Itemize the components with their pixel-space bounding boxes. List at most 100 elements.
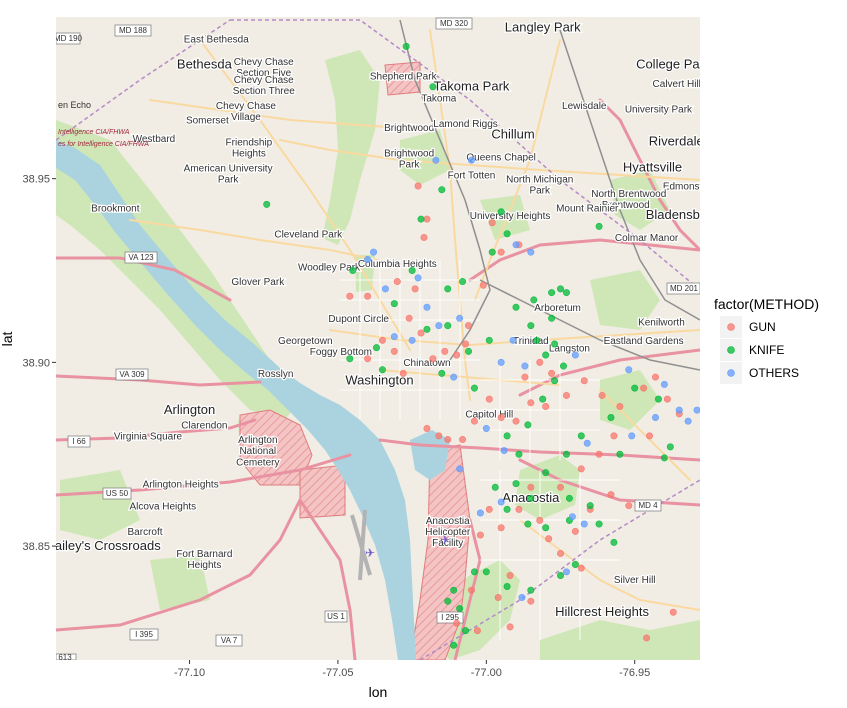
place-label: Chillum — [491, 126, 534, 141]
point-gun — [497, 524, 505, 532]
point-gun — [506, 571, 514, 579]
point-knife — [470, 384, 478, 392]
place-label: Langley Park — [505, 20, 581, 35]
point-gun — [417, 329, 425, 337]
point-knife — [562, 450, 570, 458]
point-others — [381, 285, 389, 293]
point-knife — [485, 336, 493, 344]
x-tick-label: -77.05 — [322, 667, 353, 679]
point-gun — [616, 402, 624, 410]
point-gun — [420, 233, 428, 241]
place-label: Takoma — [421, 94, 456, 105]
point-knife — [444, 597, 452, 605]
point-gun — [494, 594, 502, 602]
place-label: North Brentwood — [591, 189, 666, 200]
svg-text:I 295: I 295 — [441, 613, 459, 622]
point-knife — [470, 568, 478, 576]
point-gun — [527, 399, 535, 407]
place-label: Rosslyn — [258, 369, 294, 380]
point-others — [509, 336, 517, 344]
y-tick-label: 38.90 — [22, 357, 50, 369]
place-label: Hillcrest Heights — [555, 604, 649, 619]
place-label: Section Three — [233, 86, 296, 97]
place-label: National — [239, 446, 276, 457]
point-gun — [479, 281, 487, 289]
point-gun — [610, 432, 618, 440]
point-knife — [408, 267, 416, 275]
point-gun — [607, 491, 615, 499]
x-tick-label: -77.00 — [471, 667, 502, 679]
place-label: Arlington — [238, 435, 277, 446]
place-label: Chevy Chase — [234, 57, 294, 68]
place-label: Barcroft — [128, 527, 163, 538]
place-label: Arboretum — [534, 303, 581, 314]
place-label: College Park — [636, 56, 711, 71]
point-knife — [438, 186, 446, 194]
point-gun — [571, 527, 579, 535]
place-label: Alcova Heights — [129, 501, 196, 512]
point-gun — [476, 531, 484, 539]
road-shield-va309: VA 309 — [115, 368, 149, 381]
place-label: Washington — [345, 372, 413, 387]
point-knife — [512, 303, 520, 311]
road-shield-va7: VA 7 — [215, 634, 243, 647]
point-knife — [548, 314, 556, 322]
point-gun — [512, 417, 520, 425]
point-knife — [527, 586, 535, 594]
point-others — [651, 413, 659, 421]
road-shield-us1: US 1 — [324, 610, 348, 623]
point-knife — [527, 494, 535, 502]
point-knife — [465, 347, 473, 355]
svg-text:US 1: US 1 — [327, 612, 345, 621]
place-label: Heights — [187, 560, 221, 571]
point-gun — [646, 432, 654, 440]
place-label: Brentwood — [602, 200, 650, 211]
road-shield-va123: VA 123 — [124, 251, 158, 264]
point-others — [518, 594, 526, 602]
point-others — [660, 380, 668, 388]
point-gun — [453, 351, 461, 359]
point-knife — [417, 215, 425, 223]
point-gun — [536, 358, 544, 366]
point-gun — [346, 292, 354, 300]
point-gun — [557, 549, 565, 557]
place-label: Chevy Chase — [216, 101, 276, 112]
point-gun — [598, 391, 606, 399]
point-knife — [497, 208, 505, 216]
place-label: Arlington — [164, 402, 215, 417]
point-knife — [551, 377, 559, 385]
point-knife — [503, 432, 511, 440]
road-shield-613: 613 — [56, 653, 77, 660]
place-label: Virginia Square — [114, 432, 183, 443]
point-gun — [536, 516, 544, 524]
place-label: Brookmont — [91, 204, 140, 215]
svg-text:US 50: US 50 — [106, 489, 129, 498]
x-axis: -77.10 -77.05 -77.00 -76.95 — [174, 660, 650, 679]
point-gun — [542, 402, 550, 410]
point-knife — [524, 421, 532, 429]
point-knife — [610, 538, 618, 546]
point-gun — [506, 623, 514, 631]
point-gun — [580, 377, 588, 385]
point-knife — [559, 362, 567, 370]
place-label: Langston — [549, 343, 590, 354]
point-knife — [660, 454, 668, 462]
place-label: Anacostia — [426, 516, 470, 527]
point-gun — [423, 215, 431, 223]
point-knife — [450, 586, 458, 594]
point-gun — [497, 413, 505, 421]
svg-text:es for Intelligence CIA/FHWA: es for Intelligence CIA/FHWA — [58, 141, 149, 148]
place-label: Shepherd Park — [370, 71, 438, 82]
legend-key-knife — [727, 346, 735, 354]
point-others — [500, 447, 508, 455]
point-others — [456, 465, 464, 473]
point-others — [432, 156, 440, 164]
place-label: Columbia Heights — [358, 259, 437, 270]
place-label: Lewisdale — [562, 101, 607, 112]
place-label: Colmar Manor — [615, 233, 679, 244]
point-others — [370, 248, 378, 256]
point-knife — [654, 395, 662, 403]
agency-labels: Intelligence CIA/FHWA es for Intelligenc… — [58, 100, 149, 148]
point-others — [476, 509, 484, 517]
